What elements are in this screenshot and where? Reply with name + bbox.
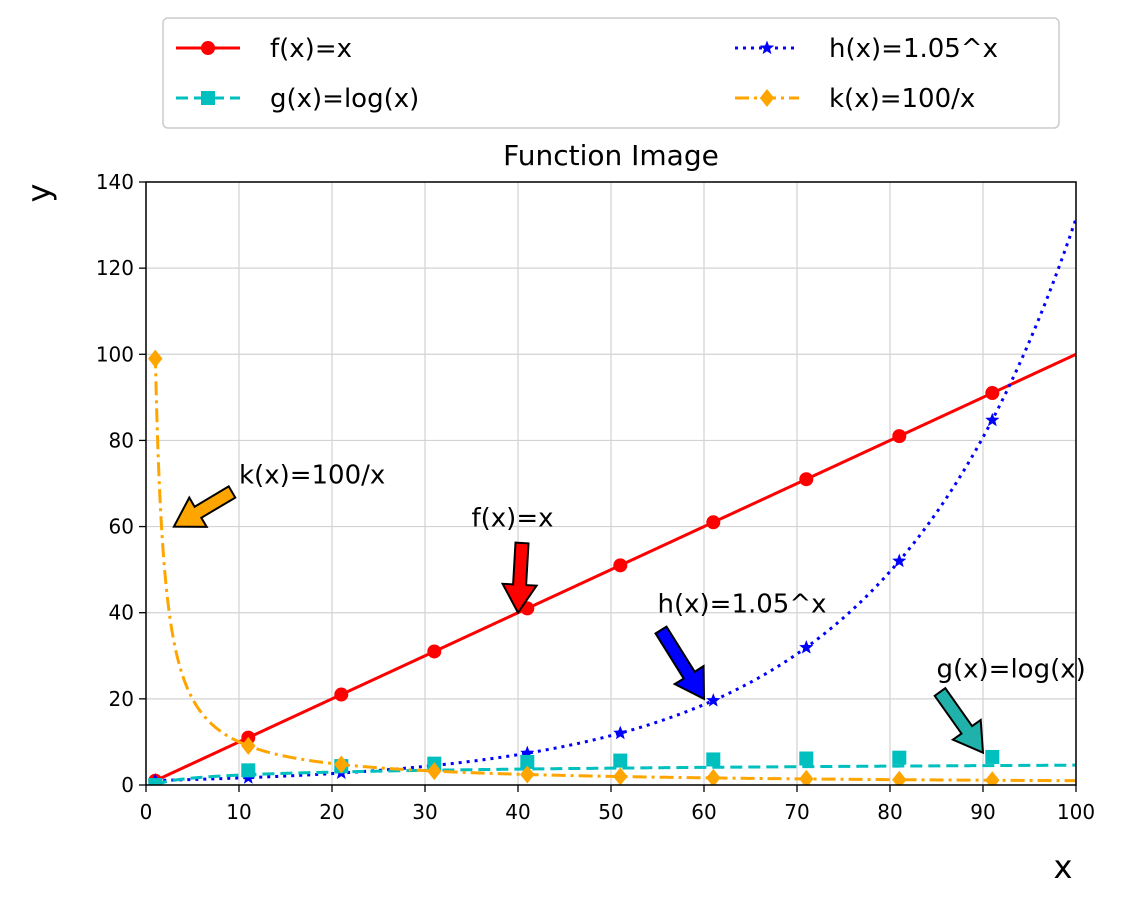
legend-marker — [759, 89, 775, 107]
chart-title: Function Image — [503, 139, 719, 172]
annotation-arrow — [933, 686, 985, 755]
x-tick-label: 40 — [505, 800, 530, 824]
annotation-arrow — [654, 625, 706, 701]
annotation-arrow — [500, 541, 539, 615]
data-point — [427, 762, 442, 781]
data-point — [520, 745, 535, 760]
legend-label: h(x)=1.05^x — [829, 34, 998, 64]
data-point — [985, 386, 1000, 401]
annotation-label: g(x)=log(x) — [937, 654, 1086, 684]
data-point — [799, 472, 814, 487]
series-line — [154, 763, 1076, 785]
data-point — [334, 755, 349, 774]
data-point — [799, 769, 814, 785]
plot-area — [148, 218, 1076, 785]
data-point — [520, 765, 535, 784]
series-line — [155, 218, 1076, 782]
data-point — [613, 558, 628, 573]
legend-marker — [201, 41, 215, 55]
x-tick-label: 90 — [970, 800, 995, 824]
data-point — [334, 687, 349, 702]
data-point — [892, 750, 907, 765]
data-point — [148, 349, 163, 368]
data-point — [613, 753, 628, 768]
legend-label: k(x)=100/x — [829, 84, 975, 114]
data-point — [613, 767, 628, 785]
x-tick-label: 80 — [877, 800, 902, 824]
data-point — [892, 429, 907, 444]
data-point — [985, 412, 1000, 427]
x-tick-label: 100 — [1057, 800, 1095, 824]
x-tick-label: 10 — [226, 800, 251, 824]
legend-marker — [201, 91, 215, 105]
annotation-label: k(x)=100/x — [239, 461, 385, 491]
x-tick-label: 60 — [691, 800, 716, 824]
data-point — [427, 644, 442, 659]
x-tick-label: 20 — [319, 800, 344, 824]
data-point — [613, 725, 628, 740]
x-tick-label: 0 — [140, 800, 153, 824]
x-axis-label: x — [1054, 848, 1073, 886]
x-tick-label: 30 — [412, 800, 437, 824]
y-tick-label: 120 — [96, 256, 134, 280]
y-tick-label: 80 — [109, 428, 134, 452]
legend-label: f(x)=x — [270, 34, 352, 64]
series-diamond — [148, 349, 1076, 785]
y-tick-label: 0 — [121, 773, 134, 797]
legend-marker — [759, 40, 775, 55]
x-tick-label: 50 — [598, 800, 623, 824]
data-point — [241, 736, 256, 755]
data-point — [706, 752, 721, 767]
y-tick-label: 60 — [109, 515, 134, 539]
x-tick-label: 70 — [784, 800, 809, 824]
data-point — [520, 754, 535, 769]
annotation-label: h(x)=1.05^x — [658, 590, 827, 620]
annotations: k(x)=100/x f(x)=x h(x)=1.05^x g(x)=log(x) — [172, 461, 1086, 755]
data-point — [985, 771, 1000, 785]
legend-label: g(x)=log(x) — [270, 84, 419, 114]
data-point — [799, 751, 814, 766]
data-point — [892, 553, 907, 568]
annotation-arrow — [172, 485, 237, 528]
data-point — [892, 770, 907, 785]
legend-frame — [162, 17, 1060, 129]
data-point — [985, 749, 1000, 764]
y-tick-label: 100 — [96, 342, 134, 366]
data-point — [706, 515, 721, 530]
y-tick-label: 20 — [109, 687, 134, 711]
data-point — [148, 778, 163, 785]
data-point — [799, 640, 814, 654]
axis-ticks: 0 10 20 30 40 50 60 70 80 90 100 0 20 40 60 80 100 120 140 — [96, 170, 1095, 824]
legend: f(x)=x g(x)=log(x) h(x)=1.05^x k(x)=100/x — [162, 17, 1060, 129]
y-axis-label: y — [20, 184, 58, 203]
data-point — [241, 763, 256, 778]
y-tick-label: 40 — [109, 601, 134, 625]
y-tick-label: 140 — [96, 170, 134, 194]
data-point — [706, 768, 721, 785]
data-point — [706, 693, 721, 707]
annotation-label: f(x)=x — [472, 504, 554, 534]
